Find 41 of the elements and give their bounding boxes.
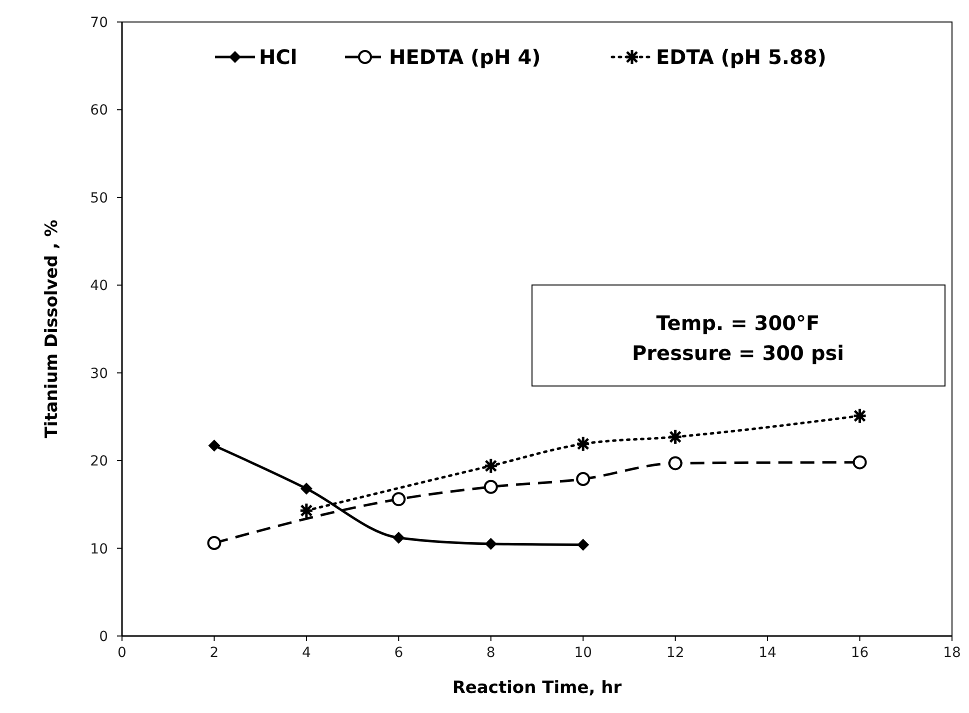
y-tick-label: 30 [90,366,108,382]
point [668,456,682,470]
annotation: Pressure = 300 psi [632,341,844,365]
y-axis-title: Titanium Dissolved , % [42,220,62,438]
y-tick-label: 10 [90,541,108,558]
point [392,492,406,506]
x-tick-label: 16 [850,645,869,661]
x-tick-label: 8 [486,645,496,661]
x-tick-label: 18 [943,645,961,661]
point [852,455,867,470]
point [484,458,498,474]
y-tick-label: 0 [99,629,108,645]
x-tick-label: 2 [210,645,219,661]
point [852,408,868,424]
y-tick-label: 20 [90,454,108,470]
point [299,502,314,519]
x-tick-label: 14 [758,645,777,661]
point [576,436,590,452]
legend-label: HCl [259,45,298,69]
point [577,538,590,551]
point [392,532,405,544]
x-axis-title: Reaction Time, hr [452,678,622,698]
x-tick-label: 6 [394,645,404,661]
point [484,538,497,550]
x-tick-label: 10 [574,645,592,661]
point [484,480,498,494]
point [300,482,312,495]
x-tick-label: 12 [666,645,684,661]
x-tick-label: 0 [118,645,126,661]
legend-label: EDTA (pH 5.88) [656,45,826,69]
y-tick-label: 60 [90,102,108,119]
y-tick-label: 50 [90,190,108,206]
point [207,536,222,550]
y-tick-label: 70 [90,15,108,31]
y-tick-label: 40 [90,278,108,294]
legend-label: HEDTA (pH 4) [389,45,541,69]
x-tick-label: 4 [302,645,311,661]
point [208,440,220,452]
annotation: Temp. = 300°F [656,311,820,335]
point [668,428,683,446]
point [576,472,590,486]
